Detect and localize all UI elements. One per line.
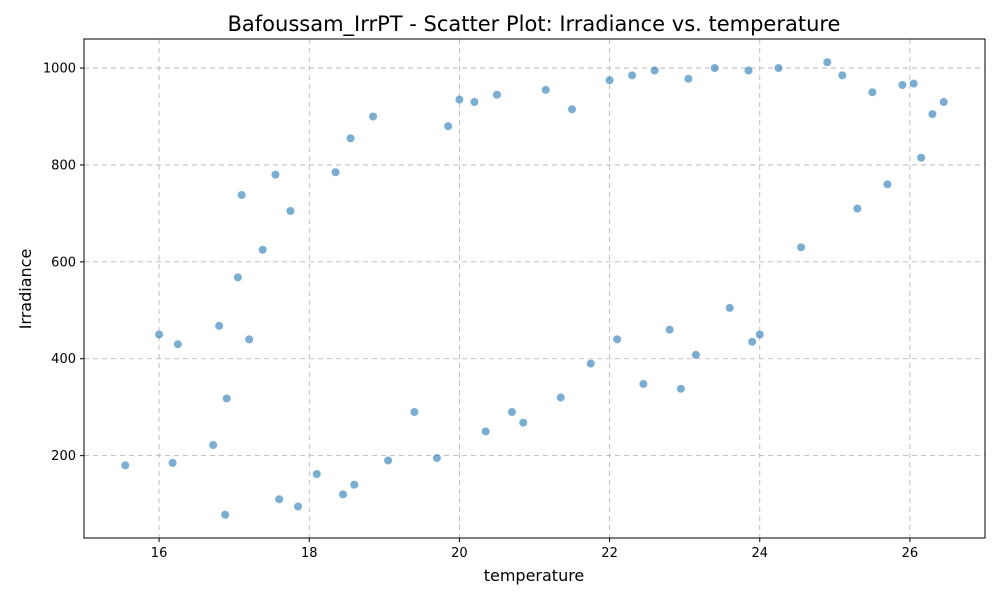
data-point xyxy=(208,440,218,450)
y-tick-label: 1000 xyxy=(43,62,76,77)
x-tick-label: 20 xyxy=(451,546,468,561)
data-point xyxy=(383,456,393,465)
data-point xyxy=(852,204,862,214)
data-point xyxy=(443,121,453,131)
data-point xyxy=(683,74,693,84)
y-tick-label: 600 xyxy=(51,255,76,270)
data-point xyxy=(409,407,419,417)
data-point xyxy=(605,75,615,85)
x-tick-label: 16 xyxy=(151,546,168,561)
data-point xyxy=(822,57,832,67)
data-point xyxy=(271,170,280,180)
data-point xyxy=(541,85,551,95)
y-tick-label: 800 xyxy=(51,158,76,173)
data-point xyxy=(331,167,340,177)
data-point xyxy=(312,469,322,479)
data-point xyxy=(755,330,765,339)
data-point xyxy=(346,133,355,143)
x-axis-label: temperature xyxy=(484,566,585,585)
data-point xyxy=(237,190,247,200)
chart-title: Bafoussam_IrrPT - Scatter Plot: Irradian… xyxy=(228,12,841,37)
data-point xyxy=(244,334,254,344)
data-point xyxy=(469,97,479,107)
y-tick-label: 200 xyxy=(51,449,76,464)
data-point xyxy=(222,394,232,403)
data-point xyxy=(725,303,735,313)
data-point xyxy=(454,95,464,105)
data-point xyxy=(691,350,701,360)
data-point xyxy=(665,325,675,335)
data-point xyxy=(173,339,183,349)
data-point xyxy=(710,63,720,73)
y-axis-ticks: 200 400 600 800 1000 xyxy=(43,62,84,464)
data-point xyxy=(481,426,491,436)
data-point xyxy=(612,334,622,344)
data-point xyxy=(518,418,528,428)
data-point xyxy=(154,330,164,339)
x-tick-label: 18 xyxy=(301,546,318,561)
grid-lines xyxy=(84,39,985,538)
x-tick-label: 22 xyxy=(601,546,618,561)
data-point xyxy=(586,359,596,369)
data-point xyxy=(939,97,949,107)
data-point xyxy=(293,502,303,511)
x-axis-ticks: 16 18 20 22 24 26 xyxy=(151,538,918,561)
data-point xyxy=(168,458,178,468)
x-tick-label: 26 xyxy=(902,546,919,561)
data-point xyxy=(338,489,348,499)
data-point xyxy=(796,242,806,252)
data-point xyxy=(349,480,359,490)
data-point xyxy=(120,460,130,470)
y-tick-label: 400 xyxy=(51,352,76,367)
data-point xyxy=(867,87,877,97)
data-point xyxy=(747,337,757,347)
data-point xyxy=(368,112,378,121)
data-point xyxy=(627,70,637,80)
plot-frame xyxy=(83,38,986,539)
data-point xyxy=(233,272,243,282)
data-point xyxy=(274,494,284,504)
y-axis-label: Irradiance xyxy=(16,249,35,330)
data-point xyxy=(744,66,753,75)
data-point xyxy=(916,153,926,163)
data-point xyxy=(638,379,648,389)
data-point xyxy=(432,453,442,463)
data-points xyxy=(120,57,949,520)
data-point xyxy=(556,393,566,402)
data-point xyxy=(676,384,686,394)
data-point xyxy=(492,90,502,100)
data-point xyxy=(220,510,230,520)
x-tick-label: 24 xyxy=(751,546,768,561)
data-point xyxy=(927,109,937,119)
data-point xyxy=(567,104,577,114)
data-point xyxy=(214,321,224,331)
data-point xyxy=(897,80,907,90)
data-point xyxy=(650,66,660,75)
data-point xyxy=(507,407,517,417)
data-point xyxy=(837,70,847,80)
data-point xyxy=(774,63,783,73)
data-point xyxy=(909,79,919,89)
data-point xyxy=(882,179,892,189)
data-point xyxy=(286,206,295,216)
data-point xyxy=(258,245,268,255)
